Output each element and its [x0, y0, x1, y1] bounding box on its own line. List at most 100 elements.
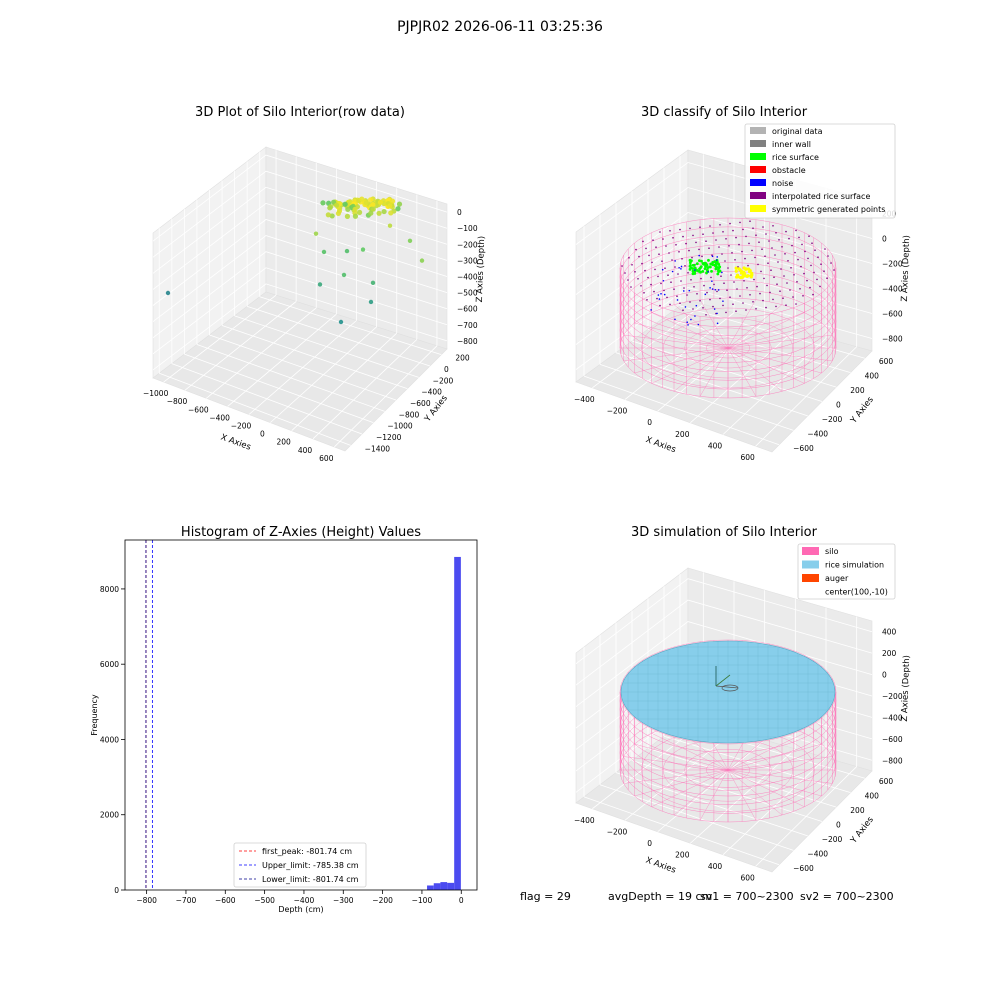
- p1-z-gridline: [152, 154, 448, 242]
- p2-interpolated-point: [669, 303, 671, 306]
- p2-interpolated-point: [631, 264, 633, 266]
- p2-rice-surface-point: [693, 266, 697, 270]
- p2-interpolated-point: [728, 245, 730, 247]
- p2-interpolated-point: [826, 277, 828, 280]
- p2-interpolated-point: [624, 272, 626, 274]
- p2-z-gridline: [575, 187, 873, 270]
- p2-rice-surface-point: [711, 261, 715, 264]
- p2-interpolated-point: [672, 237, 674, 239]
- p3-x-tick-label: 0: [459, 896, 464, 905]
- p1-z-gridline: [152, 202, 448, 290]
- p2-interpolated-point: [811, 242, 813, 244]
- p2-interpolated-point: [679, 228, 681, 231]
- p2-interpolated-point: [675, 244, 677, 246]
- p2-interpolated-point: [703, 284, 705, 287]
- p2-interpolated-point: [799, 288, 801, 290]
- p2-interpolated-point: [683, 287, 685, 289]
- p2-interpolated-point: [722, 304, 724, 307]
- p2-z-gridline: [575, 262, 873, 345]
- p4-x-axis-label: X Axies: [644, 856, 677, 876]
- p2-interpolated-point: [752, 301, 754, 303]
- p2-interpolated-point: [710, 276, 712, 279]
- p2-rice-surface-point: [710, 269, 713, 273]
- p2-silo-floor-spoke: [651, 312, 729, 349]
- panel-simulation-3d-drawing: [619, 639, 837, 823]
- p2-interpolated-point: [747, 264, 749, 267]
- p2-interpolated-point: [751, 249, 753, 252]
- p1-data-point: [352, 206, 358, 212]
- p2-symmetric-point: [748, 269, 752, 273]
- p2-interpolated-point: [745, 309, 747, 311]
- p2-interpolated-point: [738, 243, 740, 246]
- p3-y-tick-label: 4000: [100, 735, 119, 744]
- p2-interpolated-point: [721, 253, 723, 255]
- p2-rice-surface-point: [700, 259, 703, 263]
- p2-legend-label: interpolated rice surface: [772, 192, 870, 201]
- p2-interpolated-point: [699, 226, 701, 228]
- panel-raw-3d-axes: −1000−800−600−400−2000200400600−1400−120…: [143, 146, 487, 463]
- p4-z-gridline: [575, 599, 873, 686]
- p1-z-gridline: [152, 251, 448, 339]
- p2-interpolated-point: [748, 242, 750, 245]
- p2-y-tick-label: 600: [879, 357, 894, 366]
- p2-interpolated-point: [687, 272, 689, 274]
- p2-silo-floor-spoke: [634, 347, 729, 374]
- p2-interpolated-point: [766, 284, 768, 287]
- p2-noise-point: [676, 299, 679, 301]
- p2-interpolated-point: [690, 279, 692, 281]
- p2-symmetric-point: [745, 274, 749, 278]
- p2-interpolated-point: [722, 231, 724, 233]
- p1-data-point: [407, 238, 413, 243]
- p2-interpolated-point: [808, 235, 810, 237]
- p4-auger-arm: [715, 685, 739, 689]
- p3-x-axis-label: Depth (cm): [278, 905, 323, 914]
- p2-interpolated-point: [741, 250, 743, 253]
- p2-y-axis-label: Y Axies: [848, 395, 876, 427]
- panel-histogram-title: Histogram of Z-Axies (Height) Values: [181, 525, 421, 540]
- p2-legend-label: original data: [772, 127, 823, 136]
- p2-interpolated-point: [789, 289, 791, 291]
- p2-symmetric-point: [739, 276, 743, 280]
- p1-floor-gridline: [221, 325, 408, 390]
- p2-interpolated-point: [796, 281, 798, 283]
- p2-noise-point: [707, 271, 709, 273]
- p2-noise-point: [684, 306, 687, 308]
- p2-symmetric-point: [749, 274, 753, 278]
- p2-interpolated-point: [684, 265, 686, 267]
- p2-interpolated-point: [651, 261, 653, 264]
- p2-noise-point: [663, 293, 666, 296]
- p2-symmetric-point: [734, 266, 738, 270]
- p2-z-tick-label: 0: [882, 235, 887, 244]
- p2-interpolated-point: [696, 293, 698, 295]
- p2-interpolated-point: [765, 233, 767, 235]
- p2-interpolated-point: [742, 302, 744, 304]
- p2-interpolated-point: [656, 297, 658, 300]
- p3-y-tick-label: 0: [114, 886, 119, 895]
- p2-interpolated-point: [746, 287, 748, 289]
- p2-interpolated-point: [693, 286, 695, 288]
- p2-interpolated-point: [658, 253, 660, 255]
- p1-z-tick-label: −100: [457, 224, 478, 233]
- p2-floor-gridline: [663, 317, 851, 374]
- p2-noise-point: [657, 294, 660, 296]
- p2-interpolated-point: [653, 290, 655, 293]
- p2-interpolated-point: [723, 282, 725, 285]
- p2-interpolated-point: [770, 269, 772, 272]
- p1-data-point: [377, 199, 384, 205]
- p1-y-tick-label: −600: [410, 399, 431, 408]
- p2-noise-point: [671, 270, 674, 273]
- p2-interpolated-point: [691, 256, 693, 259]
- p4-legend-label: auger: [825, 574, 849, 583]
- p3-legend-label: Upper_limit: -785.38 cm: [262, 861, 359, 870]
- p2-interpolated-point: [781, 246, 783, 248]
- p2-interpolated-point: [795, 303, 797, 305]
- p3-histogram-bar: [427, 885, 434, 890]
- p2-z-tick-label: −400: [882, 285, 903, 294]
- p2-interpolated-point: [638, 255, 640, 258]
- p2-rice-surface-point: [708, 265, 712, 269]
- p1-floor-gridline: [196, 344, 385, 412]
- p2-x-axis-label: X Axies: [644, 435, 677, 455]
- p2-interpolated-point: [732, 303, 734, 306]
- p2-interpolated-point: [688, 249, 690, 252]
- p2-interpolated-point: [673, 288, 675, 291]
